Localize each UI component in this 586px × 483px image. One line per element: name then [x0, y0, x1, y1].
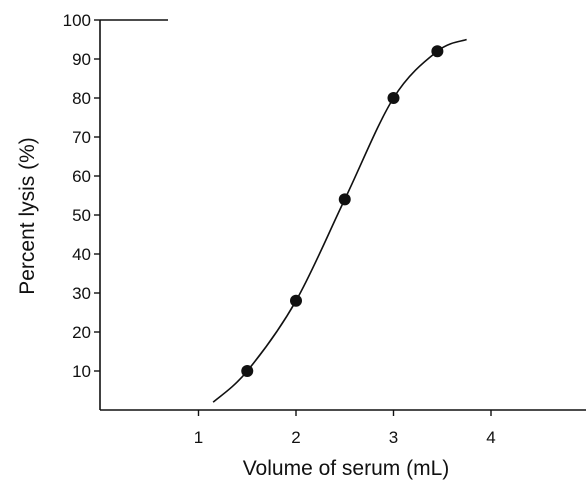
- y-tick-label: 80: [72, 89, 91, 108]
- x-tick-label: 1: [194, 428, 203, 447]
- x-tick-label: 3: [389, 428, 398, 447]
- y-axis-ticks: 10 20 30 40 50 60 70 80 90 100: [63, 11, 100, 381]
- y-tick-label: 30: [72, 284, 91, 303]
- plot-frame: [99, 19, 586, 411]
- y-tick-label: 50: [72, 206, 91, 225]
- data-point: [387, 92, 400, 104]
- y-tick-label: 10: [72, 362, 91, 381]
- x-axis-ticks: 1 2 3 4: [194, 410, 496, 447]
- y-tick-label: 70: [72, 128, 91, 147]
- x-axis-title: Volume of serum (mL): [243, 457, 450, 480]
- data-point: [431, 45, 444, 58]
- y-tick-label: 20: [72, 323, 91, 342]
- y-axis-title: Percent lysis (%): [16, 137, 39, 295]
- x-tick-label: 4: [486, 428, 495, 447]
- y-tick-label: 40: [72, 245, 91, 264]
- y-tick-label: 90: [72, 50, 91, 69]
- x-tick-label: 2: [291, 428, 300, 447]
- y-tick-label: 60: [72, 167, 91, 186]
- data-point: [241, 365, 254, 377]
- data-point: [338, 193, 351, 206]
- y-tick-label: 100: [63, 11, 91, 30]
- fitted-curve: [212, 38, 467, 403]
- data-points: [241, 45, 444, 377]
- data-point: [290, 294, 302, 307]
